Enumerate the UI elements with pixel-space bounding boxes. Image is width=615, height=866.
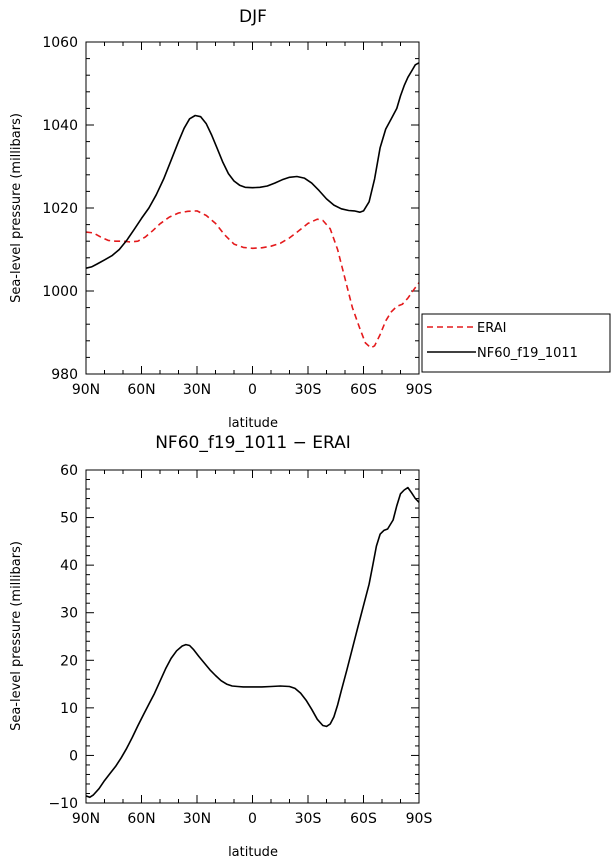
y-tick-label: 0 (69, 748, 78, 764)
x-tick-label: 30S (295, 382, 322, 398)
x-tick-label: 60S (350, 811, 377, 827)
x-tick-label: 30S (295, 811, 322, 827)
x-tick-label: 90N (72, 811, 100, 827)
x-tick-label: 90S (406, 811, 433, 827)
y-tick-label: 50 (60, 511, 78, 527)
panel2-title: NF60_f19_1011 − ERAI (155, 433, 351, 453)
x-tick-label: 60S (350, 382, 377, 398)
legend: ERAI NF60_f19_1011 (421, 313, 611, 373)
panel1-title: DJF (239, 7, 267, 27)
series-line-erai (85, 210, 420, 349)
y-tick-label: 30 (60, 606, 78, 622)
panel2-y-axis-label: Sea-level pressure (millibars) (9, 541, 24, 731)
x-tick-label: 0 (248, 382, 257, 398)
y-tick-label: 10 (60, 701, 78, 717)
x-tick-label: 90S (406, 382, 433, 398)
y-tick-label: 1000 (42, 284, 78, 300)
y-tick-label: 40 (60, 558, 78, 574)
y-tick-label: 1020 (42, 201, 78, 217)
x-tick-label: 30N (183, 811, 211, 827)
panel1-y-axis-label: Sea-level pressure (millibars) (9, 113, 24, 303)
y-tick-label: 20 (60, 653, 78, 669)
y-tick-label: 980 (51, 367, 78, 383)
x-tick-label: 90N (72, 382, 100, 398)
y-tick-label: 60 (60, 463, 78, 479)
panel1-frame (85, 41, 420, 375)
x-tick-label: 60N (127, 382, 155, 398)
panel2-frame (85, 469, 420, 804)
series-line-nf60-f19-1011 (85, 62, 420, 269)
panel2-x-axis-label: latitude (228, 845, 278, 860)
legend-box (421, 313, 611, 373)
x-tick-label: 30N (183, 382, 211, 398)
series-line-nf60-f19-1011-erai (85, 486, 420, 799)
x-tick-label: 60N (127, 811, 155, 827)
y-tick-label: 1040 (42, 118, 78, 134)
panel1-x-axis-label: latitude (228, 416, 278, 431)
difference-panel: NF60_f19_1011 − ERAI 90N 60N 30N 0 30S 60S 90S… (9, 433, 432, 860)
djf-slp-panel: DJF 90N 60N 30N 0 30S 60S 90S 980 1000 1020 1040 10… (9, 7, 432, 431)
legend-label-erai: ERAI (477, 321, 506, 336)
x-tick-label: 0 (248, 811, 257, 827)
y-tick-label: −10 (48, 796, 78, 812)
y-tick-label: 1060 (42, 35, 78, 51)
legend-label-nf60: NF60_f19_1011 (477, 346, 578, 361)
